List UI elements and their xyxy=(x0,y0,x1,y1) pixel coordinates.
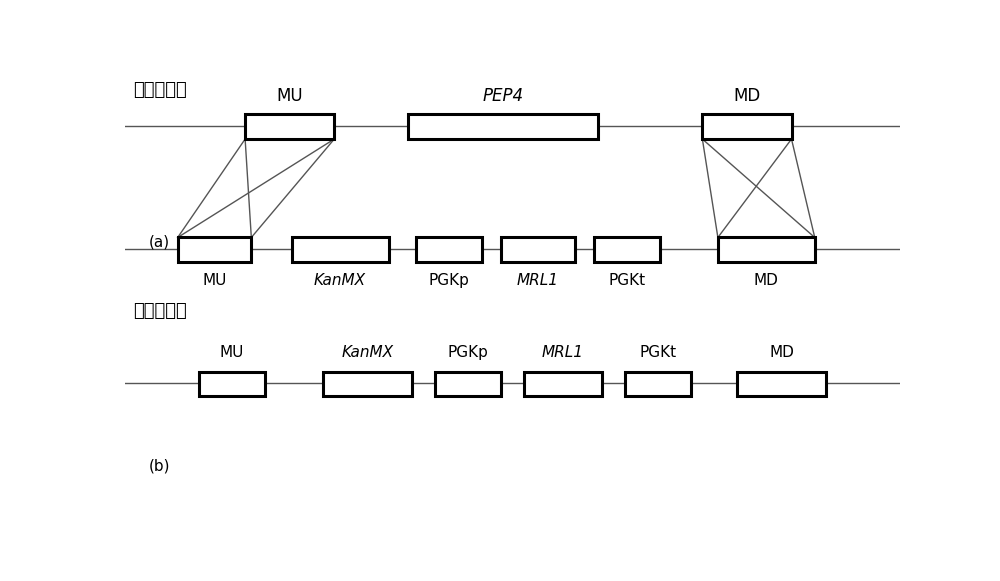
Bar xyxy=(524,372,602,396)
Text: MRL1: MRL1 xyxy=(542,346,584,360)
Text: MU: MU xyxy=(219,346,244,360)
Text: PGKt: PGKt xyxy=(639,346,676,360)
Text: KanMX: KanMX xyxy=(314,274,366,288)
Bar xyxy=(245,114,334,139)
Text: PGKp: PGKp xyxy=(428,274,469,288)
Bar xyxy=(625,372,691,396)
Bar xyxy=(408,114,598,139)
Bar xyxy=(718,238,815,262)
Text: MU: MU xyxy=(202,274,227,288)
Bar xyxy=(435,372,501,396)
Bar xyxy=(323,372,412,396)
Text: (a): (a) xyxy=(148,235,169,249)
Bar xyxy=(416,238,482,262)
Bar xyxy=(594,238,660,262)
Text: 酵母基因组: 酵母基因组 xyxy=(133,302,186,320)
Text: 酵母基因组: 酵母基因组 xyxy=(133,81,186,99)
Text: (b): (b) xyxy=(148,458,170,473)
Bar xyxy=(199,372,264,396)
Text: PEP4: PEP4 xyxy=(482,87,523,105)
Bar xyxy=(292,238,388,262)
Text: PGKp: PGKp xyxy=(448,346,488,360)
Bar xyxy=(501,238,574,262)
Text: KanMX: KanMX xyxy=(341,346,393,360)
Text: PGKt: PGKt xyxy=(608,274,645,288)
Text: MU: MU xyxy=(276,87,303,105)
Text: MRL1: MRL1 xyxy=(517,274,559,288)
Bar xyxy=(737,372,826,396)
Text: MD: MD xyxy=(769,346,794,360)
Bar xyxy=(178,238,251,262)
Text: MD: MD xyxy=(733,87,761,105)
Text: MD: MD xyxy=(754,274,779,288)
Bar xyxy=(702,114,792,139)
